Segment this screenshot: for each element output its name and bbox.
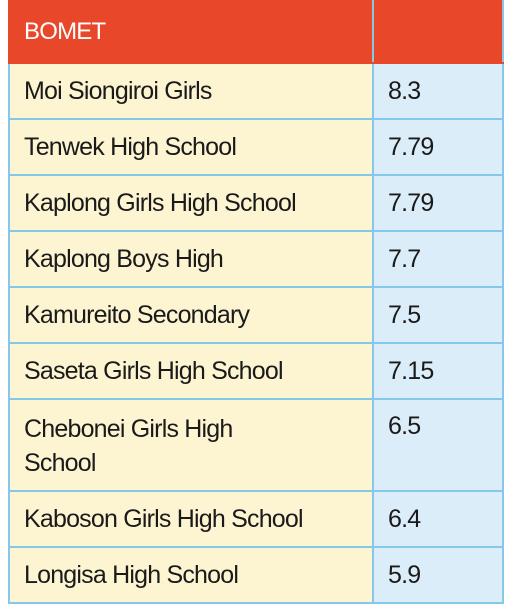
school-name: Saseta Girls High School bbox=[24, 356, 284, 385]
score-cell: 7.7 bbox=[372, 230, 504, 288]
school-cell: Tenwek High School bbox=[8, 118, 374, 176]
table-row: Saseta Girls High School 7.15 bbox=[8, 342, 504, 400]
school-cell: Kaboson Girls High School bbox=[8, 490, 374, 548]
school-name: Kamureito Secondary bbox=[24, 300, 250, 329]
score-cell: 5.9 bbox=[372, 546, 504, 604]
table-row: Tenwek High School 7.79 bbox=[8, 118, 504, 176]
school-name: Longisa High School bbox=[24, 560, 239, 589]
table-row: Kamureito Secondary 7.5 bbox=[8, 286, 504, 344]
score-cell: 7.15 bbox=[372, 342, 504, 400]
table-row: Kaplong Boys High 7.7 bbox=[8, 230, 504, 288]
school-cell: Kaplong Girls High School bbox=[8, 174, 374, 232]
score-cell: 7.79 bbox=[372, 174, 504, 232]
table-body: BOMET Moi Siongiroi Girls 8.3 Tenwek High … bbox=[8, 0, 504, 604]
table-row: Kaboson Girls High School 6.4 bbox=[8, 490, 504, 548]
score-cell: 6.4 bbox=[372, 490, 504, 548]
school-cell: Kaplong Boys High bbox=[8, 230, 374, 288]
header-title: BOMET bbox=[8, 0, 374, 64]
table-row: Moi Siongiroi Girls 8.3 bbox=[8, 62, 504, 120]
table-row: Longisa High School 5.9 bbox=[8, 546, 504, 604]
school-cell: Saseta Girls High School bbox=[8, 342, 374, 400]
score-cell: 7.5 bbox=[372, 286, 504, 344]
score-cell: 7.79 bbox=[372, 118, 504, 176]
score-cell: 6.5 bbox=[372, 398, 504, 492]
school-name: Kaplong Girls High School bbox=[24, 188, 297, 217]
school-cell: Longisa High School bbox=[8, 546, 374, 604]
score-cell: 8.3 bbox=[372, 62, 504, 120]
school-name: Moi Siongiroi Girls bbox=[24, 76, 212, 105]
school-name: Chebonei Girls High School bbox=[24, 415, 233, 477]
table-row: Kaplong Girls High School 7.79 bbox=[8, 174, 504, 232]
school-cell: Chebonei Girls High School bbox=[8, 398, 374, 492]
school-name: Kaplong Boys High bbox=[24, 244, 224, 273]
school-cell: Moi Siongiroi Girls bbox=[8, 62, 374, 120]
school-cell: Kamureito Secondary bbox=[8, 286, 374, 344]
table-row: Chebonei Girls High School 6.5 bbox=[8, 398, 504, 492]
header-row: BOMET bbox=[8, 0, 504, 64]
school-name: Kaboson Girls High School bbox=[24, 504, 304, 533]
school-name: Tenwek High School bbox=[24, 132, 237, 161]
score-table: BOMET Moi Siongiroi Girls 8.3 Tenwek High … bbox=[8, 0, 504, 604]
header-blank bbox=[372, 0, 504, 64]
